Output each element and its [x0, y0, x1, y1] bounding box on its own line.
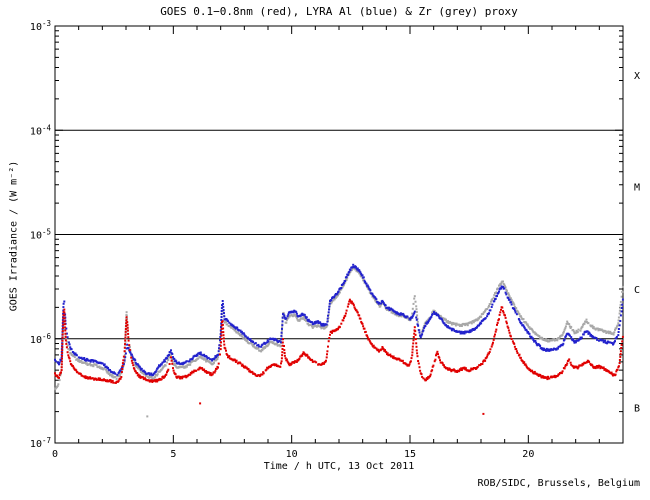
flare-class-labels: X M C B	[634, 71, 640, 414]
x-tick-labels: 0 5 10 15 20	[52, 449, 534, 460]
flare-class-label-m: M	[634, 182, 640, 193]
y-tick-label: 10-4	[30, 123, 52, 137]
y-tick-label: 10-3	[30, 19, 51, 33]
x-tick-label: 10	[286, 449, 298, 460]
y-tick-label: 10-5	[30, 228, 51, 242]
y-tick-label: 10-6	[30, 332, 52, 346]
chart-title: GOES 0.1−0.8nm (red), LYRA Al (blue) & Z…	[160, 5, 518, 18]
y-tick-label: 10-7	[30, 436, 51, 450]
series-blue-dots	[54, 263, 624, 377]
flare-class-label-x: X	[634, 71, 640, 82]
outlier-dots	[146, 402, 485, 418]
x-tick-label: 15	[404, 449, 416, 460]
x-tick-label: 0	[52, 449, 58, 460]
y-axis-label: GOES Irradiance / (W m⁻²)	[8, 160, 20, 312]
y-tick-labels: 10-3 10-4 10-5 10-6 10-7	[30, 19, 52, 450]
x-tick-label: 5	[170, 449, 176, 460]
flare-class-label-c: C	[634, 285, 640, 296]
series-red-dots	[54, 298, 624, 384]
x-axis-label: Time / h UTC, 13 Oct 2011	[263, 461, 415, 472]
x-tick-label: 20	[522, 449, 534, 460]
flare-class-label-b: B	[634, 403, 640, 414]
credit-text: ROB/SIDC, Brussels, Belgium	[477, 478, 640, 489]
flare-threshold-lines	[55, 129, 623, 340]
